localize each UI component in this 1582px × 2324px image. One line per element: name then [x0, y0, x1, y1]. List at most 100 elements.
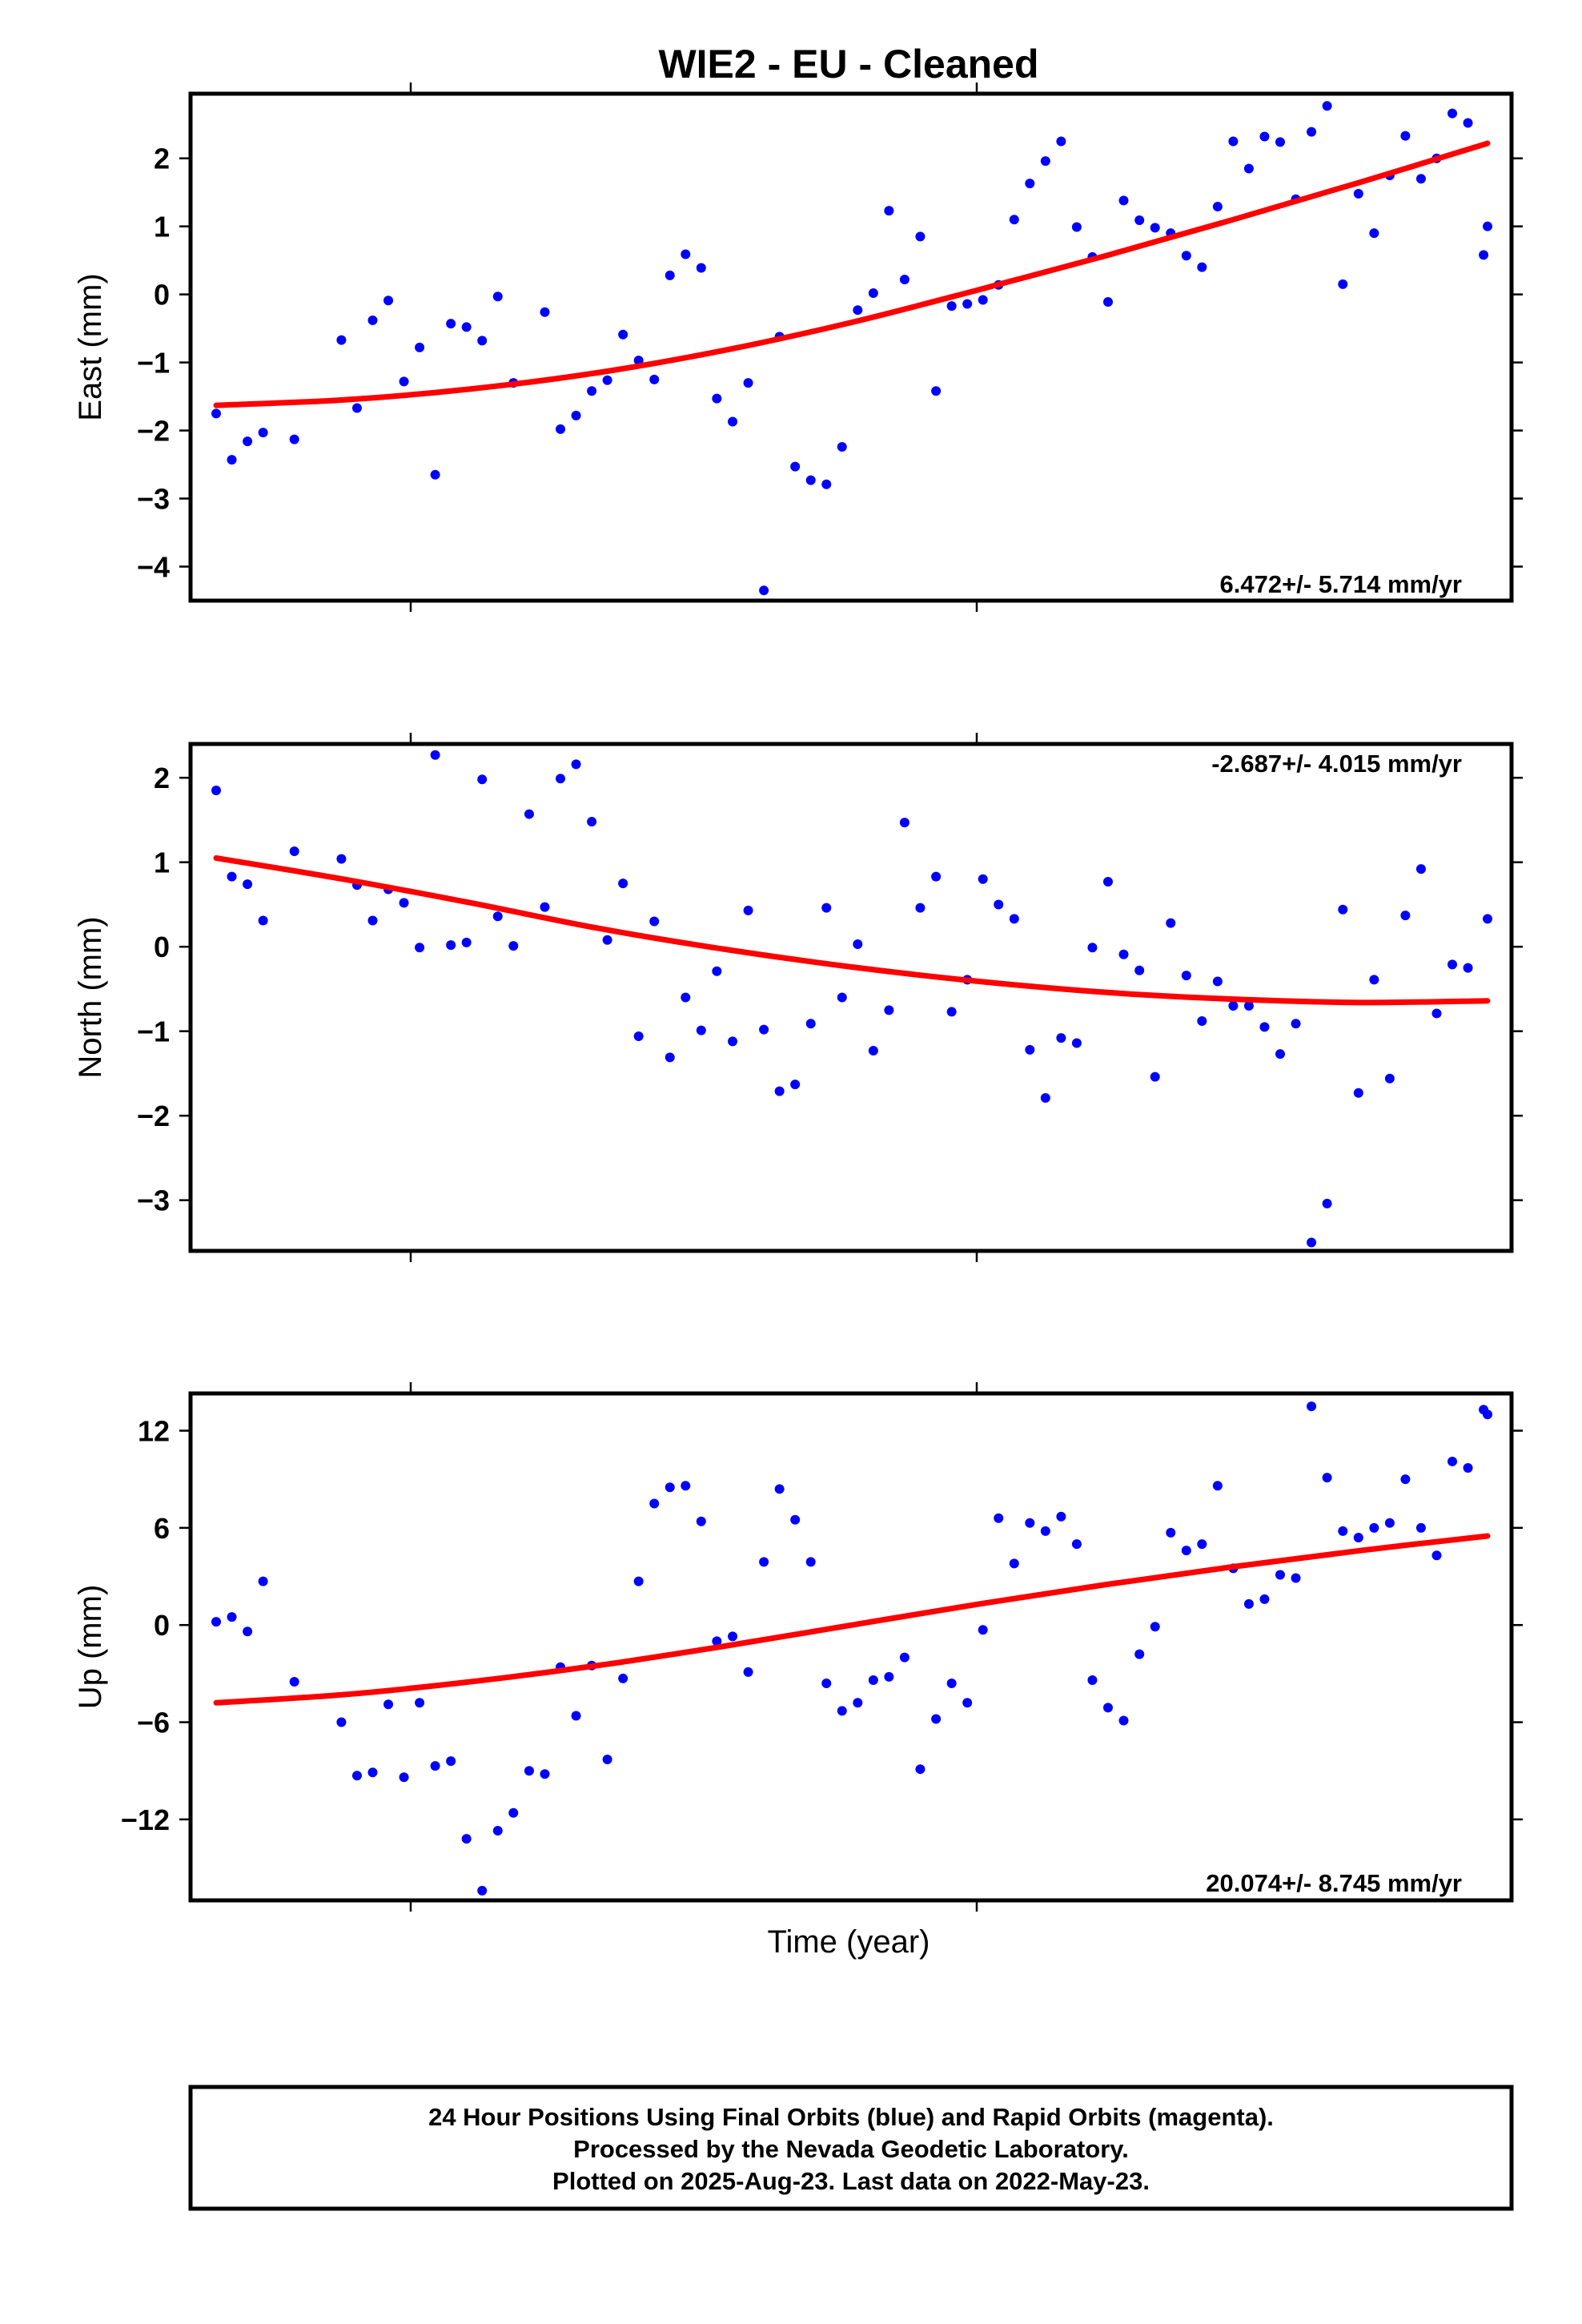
east-data-point	[492, 292, 503, 302]
east-data-point	[618, 329, 628, 340]
north-data-point	[1400, 911, 1411, 921]
north-data-point	[367, 915, 378, 926]
up-data-point	[743, 1667, 753, 1677]
up-data-point	[633, 1576, 644, 1586]
east-data-point	[1040, 156, 1050, 167]
up-data-point	[571, 1711, 581, 1721]
east-data-point	[1056, 136, 1066, 147]
east-data-point	[649, 374, 660, 384]
up-data-point	[1040, 1526, 1050, 1536]
north-data-point	[774, 1086, 785, 1096]
x-axis-label: Time (year)	[768, 1924, 930, 1960]
north-data-point	[461, 937, 472, 947]
north-data-point	[1025, 1044, 1035, 1055]
north-data-point	[696, 1025, 706, 1035]
east-data-point	[978, 295, 988, 305]
east-data-point	[1134, 215, 1145, 226]
north-data-point	[994, 899, 1004, 910]
up-panel: 12 6 0 −6 −12 Up (mm) 20.074+/- 8.745 mm/yr	[73, 1382, 1523, 1912]
up-data-point	[383, 1699, 394, 1710]
north-data-point	[805, 1019, 816, 1029]
east-data-point	[211, 408, 221, 419]
up-data-point	[524, 1766, 534, 1776]
north-data-point	[602, 935, 612, 945]
up-data-point	[931, 1714, 942, 1724]
north-data-point	[868, 1045, 878, 1055]
east-data-point	[461, 322, 472, 332]
north-data-point	[446, 940, 456, 951]
up-data-point	[461, 1834, 472, 1844]
north-data-point	[477, 774, 488, 785]
north-data-point	[1197, 1016, 1207, 1027]
north-data-point	[492, 911, 503, 922]
north-data-point	[946, 1007, 957, 1017]
east-data-point	[351, 403, 362, 413]
north-data-point	[1071, 1038, 1082, 1048]
north-data-point	[1102, 876, 1113, 887]
up-data-point	[415, 1698, 425, 1708]
north-data-point	[681, 992, 691, 1003]
up-data-point	[649, 1498, 660, 1509]
north-data-point	[665, 1052, 675, 1063]
north-data-point	[243, 879, 253, 890]
east-y-axis-label: East (mm)	[73, 273, 108, 420]
north-data-point	[540, 902, 550, 912]
up-data-point	[962, 1698, 973, 1708]
north-data-point	[1259, 1022, 1270, 1032]
east-ytick-label: 2	[154, 143, 170, 175]
north-data-point	[853, 939, 863, 950]
east-data-point	[1243, 163, 1254, 174]
east-data-point	[1102, 296, 1113, 307]
up-data-point	[853, 1698, 863, 1708]
north-data-point	[227, 871, 237, 882]
up-data-point	[681, 1481, 691, 1491]
north-data-point	[556, 774, 566, 784]
up-ytick-label: 0	[154, 1609, 170, 1642]
north-data-point	[1322, 1198, 1332, 1208]
north-ytick-label: 1	[154, 846, 170, 879]
up-trend-line	[213, 1533, 1491, 1706]
east-data-point	[790, 461, 801, 472]
east-data-point	[336, 335, 347, 345]
north-data-point	[1291, 1019, 1301, 1029]
up-data-point	[1483, 1409, 1492, 1420]
up-data-point	[351, 1771, 362, 1781]
north-data-point	[258, 915, 268, 926]
up-data-point	[665, 1482, 675, 1493]
east-data-point	[696, 263, 706, 273]
north-data-point	[837, 992, 847, 1003]
up-data-point	[618, 1673, 628, 1683]
north-data-point	[1369, 975, 1379, 985]
north-data-point	[1150, 1072, 1160, 1082]
east-data-point	[289, 434, 299, 444]
east-data-point	[1353, 188, 1363, 199]
figure-title: WIE2 - EU - Cleaned	[658, 42, 1038, 86]
north-data-point	[1009, 914, 1019, 924]
east-ytick-label: −4	[137, 551, 170, 584]
east-ytick-label: 1	[154, 211, 170, 243]
north-ytick-label: 2	[154, 762, 170, 794]
east-data-point	[1400, 131, 1411, 141]
up-data-point	[1384, 1518, 1395, 1528]
east-data-point	[477, 336, 488, 346]
up-ytick-label: −6	[137, 1707, 170, 1739]
up-data-point	[1009, 1558, 1019, 1569]
north-data-point	[571, 759, 581, 770]
up-data-point	[1275, 1570, 1285, 1580]
up-data-point	[1071, 1539, 1082, 1550]
north-data-point	[1212, 976, 1223, 987]
east-data-point	[853, 305, 863, 316]
north-data-point	[712, 966, 722, 976]
up-data-point	[774, 1484, 785, 1494]
up-data-point	[399, 1772, 409, 1783]
east-data-point	[962, 299, 973, 309]
east-data-point	[915, 231, 926, 242]
up-data-point	[367, 1767, 378, 1778]
north-data-point	[1415, 864, 1426, 875]
east-data-point	[868, 287, 878, 298]
east-data-point	[1369, 228, 1379, 239]
east-data-point	[227, 455, 237, 465]
up-data-point	[258, 1576, 268, 1586]
up-data-point	[759, 1557, 769, 1567]
north-trend-line	[213, 854, 1491, 1006]
